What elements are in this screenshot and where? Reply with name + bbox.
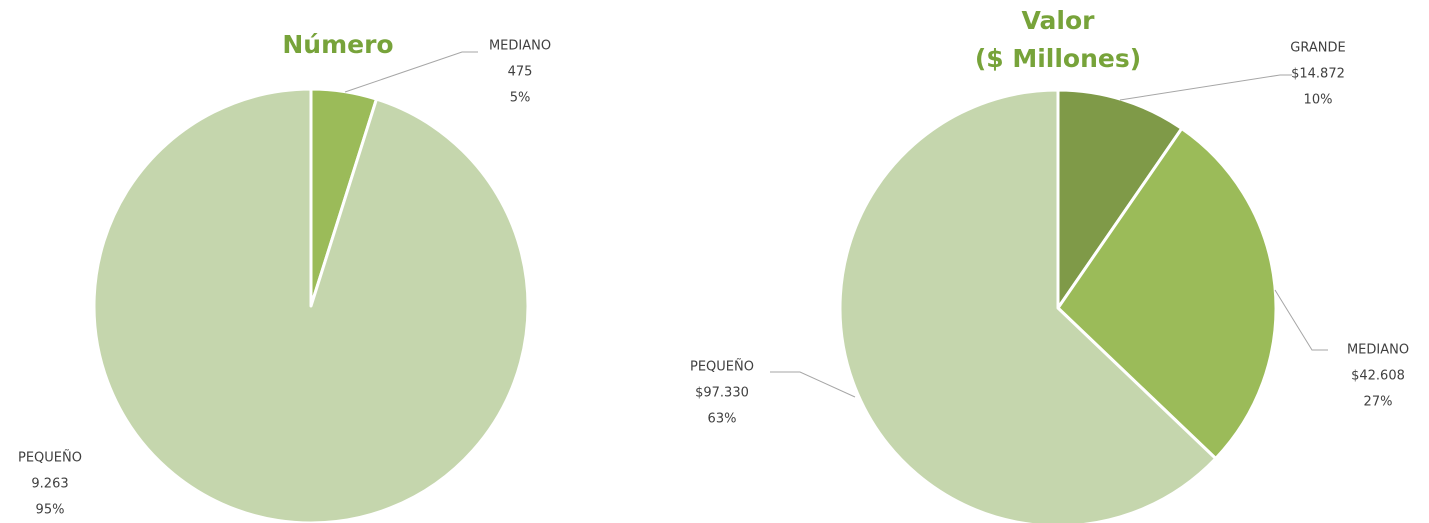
pie-slice <box>92 87 530 523</box>
value-label: $97.330 <box>695 386 749 401</box>
percent-label: 63% <box>708 412 737 427</box>
percent-label: 10% <box>1304 93 1333 108</box>
value-label: 475 <box>508 65 533 80</box>
percent-label: 27% <box>1364 395 1393 410</box>
chart-title: ($ Millones) <box>975 44 1141 73</box>
percent-label: 5% <box>510 91 531 106</box>
leader-line <box>770 371 856 398</box>
leader-line <box>1274 289 1328 351</box>
value-label: 9.263 <box>31 477 68 492</box>
pie-slice <box>838 88 1218 523</box>
percent-label: 95% <box>36 503 65 518</box>
leader-line <box>344 51 478 93</box>
pie-slice <box>1056 127 1278 461</box>
chart-title: Valor <box>1022 6 1096 35</box>
category-label: MEDIANO <box>1347 343 1409 358</box>
category-label: GRANDE <box>1290 41 1345 56</box>
value-label: $14.872 <box>1291 67 1345 82</box>
category-label: PEQUEÑO <box>690 359 754 375</box>
category-label: MEDIANO <box>489 39 551 54</box>
chart-title: Número <box>282 30 393 59</box>
leader-line <box>1119 74 1292 101</box>
category-label: PEQUEÑO <box>18 450 82 466</box>
value-label: $42.608 <box>1351 369 1405 384</box>
